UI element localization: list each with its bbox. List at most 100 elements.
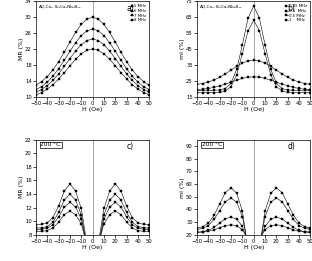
Line: 1    MHz: 1 MHz	[196, 75, 312, 91]
1    MHz	[235, 79, 239, 82]
0.05 MHz	[229, 82, 233, 85]
7 MHz	[108, 49, 111, 52]
0.05 MHz	[263, 43, 267, 46]
7 MHz	[142, 88, 145, 91]
7 MHz	[114, 57, 117, 60]
Text: a): a)	[127, 4, 134, 13]
1    MHz	[252, 75, 256, 78]
1    MHz	[286, 84, 290, 87]
7 MHz	[85, 39, 89, 42]
0.1  MHz	[309, 91, 312, 94]
6 MHz	[142, 85, 145, 88]
6 MHz	[148, 88, 151, 91]
7 MHz	[148, 91, 151, 94]
5 MHz	[148, 84, 151, 87]
0.5 MHz	[280, 72, 284, 75]
0.05 MHz	[303, 89, 307, 92]
1    MHz	[223, 82, 227, 86]
8 MHz	[96, 49, 100, 52]
0.5 MHz	[297, 81, 301, 84]
0.1  MHz	[235, 73, 239, 76]
6 MHz	[125, 67, 129, 70]
1    MHz	[275, 81, 278, 84]
X-axis label: H (Oe): H (Oe)	[82, 107, 103, 112]
0.5 MHz	[269, 65, 273, 68]
6 MHz	[119, 59, 123, 62]
7 MHz	[125, 72, 129, 75]
0.1  MHz	[207, 91, 210, 94]
Y-axis label: MR (%): MR (%)	[19, 38, 24, 60]
0.5 MHz	[195, 83, 199, 86]
0.1  MHz	[286, 91, 290, 94]
7 MHz	[74, 49, 77, 52]
6 MHz	[34, 88, 38, 91]
0.5 MHz	[291, 79, 295, 82]
Line: 8 MHz: 8 MHz	[35, 48, 151, 96]
1    MHz	[212, 86, 216, 89]
8 MHz	[57, 78, 61, 81]
0.1  MHz	[218, 91, 222, 94]
X-axis label: H (Oe): H (Oe)	[82, 245, 103, 251]
Text: c): c)	[127, 143, 134, 151]
0.1  MHz	[246, 29, 250, 32]
5 MHz	[51, 68, 55, 72]
5 MHz	[130, 68, 134, 72]
6 MHz	[62, 59, 66, 62]
0.05 MHz	[235, 68, 239, 71]
1    MHz	[241, 77, 244, 80]
1    MHz	[291, 86, 295, 89]
0.1  MHz	[201, 91, 205, 94]
0.1  MHz	[275, 85, 278, 88]
6 MHz	[74, 41, 77, 44]
6 MHz	[108, 41, 111, 44]
0.05 MHz	[280, 87, 284, 90]
8 MHz	[91, 48, 95, 51]
1    MHz	[229, 81, 233, 84]
7 MHz	[91, 38, 95, 41]
1    MHz	[280, 82, 284, 86]
0.05 MHz	[246, 16, 250, 20]
6 MHz	[40, 85, 43, 88]
8 MHz	[62, 71, 66, 74]
8 MHz	[125, 78, 129, 81]
6 MHz	[45, 81, 49, 84]
0.1  MHz	[263, 52, 267, 55]
7 MHz	[130, 79, 134, 82]
Line: 5 MHz: 5 MHz	[35, 16, 151, 87]
0.5 MHz	[218, 76, 222, 79]
0.05 MHz	[201, 89, 205, 92]
5 MHz	[102, 23, 106, 26]
5 MHz	[114, 40, 117, 44]
8 MHz	[74, 58, 77, 61]
5 MHz	[125, 60, 129, 63]
7 MHz	[51, 79, 55, 82]
8 MHz	[142, 91, 145, 94]
Line: 0.5 MHz: 0.5 MHz	[196, 59, 312, 86]
0.1  MHz	[195, 91, 199, 94]
1    MHz	[218, 84, 222, 87]
0.5 MHz	[309, 83, 312, 86]
8 MHz	[68, 64, 72, 67]
5 MHz	[119, 51, 123, 54]
1    MHz	[263, 77, 267, 80]
Line: 0.05 MHz: 0.05 MHz	[196, 5, 312, 92]
0.5 MHz	[303, 82, 307, 85]
Y-axis label: mi (%): mi (%)	[180, 39, 185, 59]
Text: AQ-Co₂₋Si₄Ca₁Nb₃B₁₆: AQ-Co₂₋Si₄Ca₁Nb₃B₁₆	[200, 4, 243, 8]
7 MHz	[45, 84, 49, 87]
Text: 200 °C: 200 °C	[41, 143, 61, 147]
0.5 MHz	[241, 62, 244, 65]
0.05 MHz	[195, 89, 199, 92]
0.05 MHz	[257, 16, 261, 20]
8 MHz	[119, 71, 123, 74]
5 MHz	[62, 51, 66, 54]
5 MHz	[136, 75, 140, 78]
8 MHz	[79, 52, 83, 55]
7 MHz	[62, 65, 66, 68]
7 MHz	[119, 65, 123, 68]
6 MHz	[130, 75, 134, 78]
0.5 MHz	[235, 65, 239, 68]
0.5 MHz	[263, 62, 267, 65]
5 MHz	[108, 31, 111, 34]
Text: 200 °C: 200 °C	[202, 143, 222, 147]
